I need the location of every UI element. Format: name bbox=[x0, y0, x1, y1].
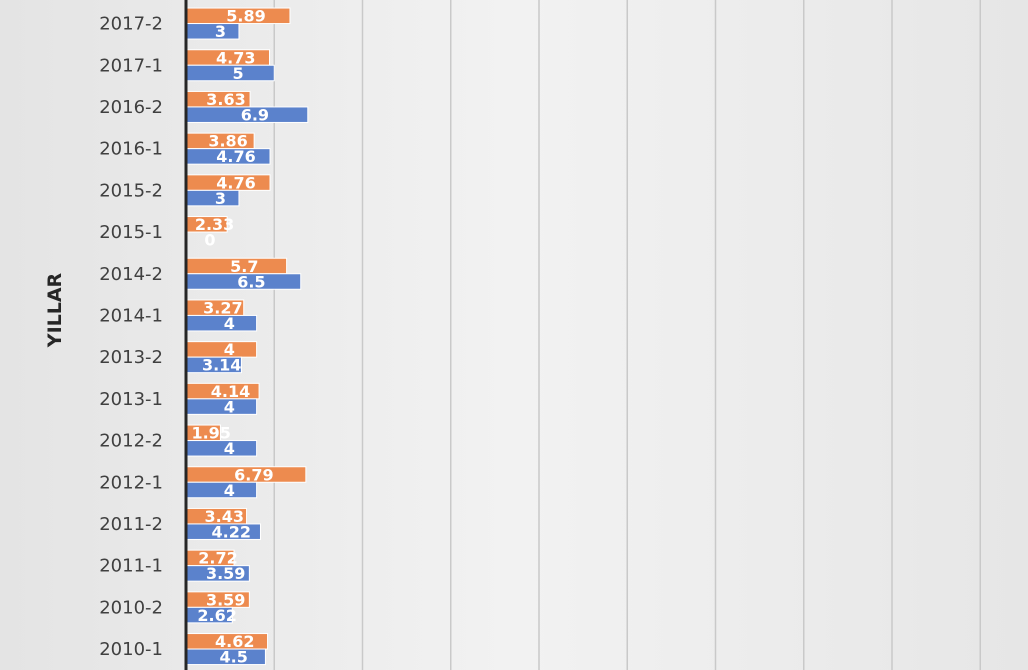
bar-value-label: 4.14 bbox=[211, 382, 250, 401]
bar-value-label: 3.59 bbox=[206, 590, 245, 609]
category-tick-label: 2017-1 bbox=[99, 55, 163, 76]
category-tick-label: 2016-2 bbox=[99, 97, 163, 118]
category-tick-label: 2010-1 bbox=[99, 639, 163, 660]
category-tick-label: 2012-2 bbox=[99, 431, 163, 452]
category-tick-label: 2014-1 bbox=[99, 305, 163, 326]
bar-value-label: 4.76 bbox=[216, 173, 255, 192]
bar-series-blue bbox=[185, 398, 258, 415]
bar-value-label: 2.62 bbox=[197, 606, 236, 625]
bar-value-label: 4 bbox=[224, 314, 235, 333]
bar-value-label: 3.14 bbox=[202, 356, 241, 375]
category-tick-label: 2011-2 bbox=[99, 514, 163, 535]
bar-value-label: 4 bbox=[224, 340, 235, 359]
bar-series-blue bbox=[185, 314, 258, 332]
bar-value-label: 4 bbox=[224, 397, 235, 416]
category-tick-label: 2014-2 bbox=[99, 264, 163, 285]
bar-value-label: 3 bbox=[215, 189, 226, 208]
bar-value-label: 3.86 bbox=[208, 132, 247, 151]
gridlines bbox=[273, 0, 981, 670]
bar-value-label: 4 bbox=[224, 439, 235, 458]
bar-value-label: 6.9 bbox=[241, 105, 269, 124]
bar-series-blue bbox=[185, 189, 240, 207]
category-tick-label: 2016-1 bbox=[99, 139, 163, 160]
bar-series-blue bbox=[185, 440, 258, 457]
bar-value-label: 2.72 bbox=[198, 549, 237, 568]
bar-value-label: 3.63 bbox=[206, 90, 245, 109]
bar-value-label: 4.5 bbox=[220, 648, 248, 667]
bar-series-blue bbox=[185, 23, 240, 40]
category-axis: 2018-12017-22017-12016-22016-12015-22015… bbox=[99, 0, 188, 670]
bar-value-label: 5.89 bbox=[226, 7, 265, 26]
bar-value-label: 1.95 bbox=[191, 424, 230, 443]
bar-value-label: 3.27 bbox=[203, 298, 242, 317]
y-axis-title: YILLAR bbox=[44, 272, 66, 348]
category-tick-label: 2013-1 bbox=[99, 389, 163, 410]
bar-series-blue bbox=[185, 64, 275, 82]
bar-value-label: 5 bbox=[233, 64, 244, 83]
category-tick-label: 2015-1 bbox=[99, 222, 163, 243]
bar-value-label: 4.76 bbox=[216, 147, 255, 166]
bar-value-label: 2.33 bbox=[195, 215, 234, 234]
bar-value-label: 4.22 bbox=[211, 522, 250, 541]
category-tick-label: 2012-1 bbox=[99, 472, 163, 493]
bar-value-label: 3.59 bbox=[206, 564, 245, 583]
category-tick-label: 2011-1 bbox=[99, 556, 163, 577]
bar-value-label: 4.62 bbox=[215, 632, 254, 651]
category-tick-label: 2015-2 bbox=[99, 180, 163, 201]
bar-value-label: 0 bbox=[204, 231, 215, 250]
bar-value-label: 4 bbox=[224, 481, 235, 500]
bar-series-blue bbox=[185, 481, 258, 499]
bar-value-label: 6.5 bbox=[237, 272, 265, 291]
data-labels: 6.925.8934.7353.636.93.864.764.7632.3305… bbox=[191, 7, 273, 667]
bar-value-label: 4.73 bbox=[216, 48, 255, 67]
bar-value-label: 6.79 bbox=[234, 465, 273, 484]
bar-value-label: 3 bbox=[215, 22, 226, 41]
category-tick-label: 2013-2 bbox=[99, 347, 163, 368]
category-tick-label: 2010-2 bbox=[99, 597, 163, 618]
bar-value-label: 3.43 bbox=[205, 507, 244, 526]
bar-value-label: 5.7 bbox=[230, 257, 258, 276]
category-tick-label: 2017-2 bbox=[99, 14, 163, 35]
